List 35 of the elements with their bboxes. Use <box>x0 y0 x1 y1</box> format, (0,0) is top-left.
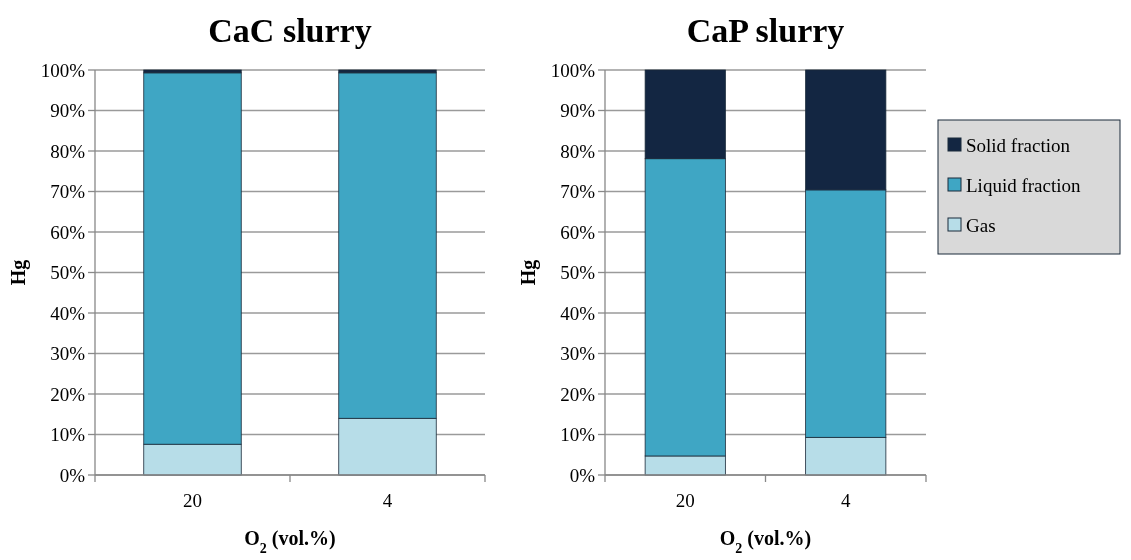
y-tick-label: 20% <box>560 383 596 405</box>
y-tick-label: 60% <box>50 221 86 243</box>
y-tick-label: 30% <box>560 343 596 365</box>
y-tick-label: 90% <box>50 100 86 122</box>
y-tick-label: 100% <box>40 59 86 81</box>
y-tick-label: 60% <box>560 221 596 243</box>
x-axis-title: O$_{2}$ (vol.%) <box>244 527 336 556</box>
x-tick-label: 20 <box>183 490 202 511</box>
legend-label: Liquid fraction <box>966 174 1081 196</box>
y-tick-label: 80% <box>560 140 596 162</box>
y-tick-label: 0% <box>569 464 596 486</box>
y-tick-label: 0% <box>59 464 86 486</box>
y-tick-label: 50% <box>560 262 596 284</box>
y-tick-label: 30% <box>50 343 86 365</box>
y-tick-label: 10% <box>50 424 86 446</box>
y-tick-label: 40% <box>50 302 86 324</box>
y-tick-label: 50% <box>50 262 86 284</box>
y-tick-label: 40% <box>560 302 596 324</box>
y-axis-title: Hg <box>517 259 540 286</box>
y-axis-title: Hg <box>7 259 30 286</box>
chart-title: CaP slurry <box>686 12 845 49</box>
legend-label: Gas <box>966 214 996 236</box>
x-tick-label: 20 <box>675 490 695 511</box>
y-tick-label: 90% <box>560 100 596 122</box>
chart-title: CaC slurry <box>208 12 372 49</box>
x-axis-title: O$_{2}$ (vol.%) <box>719 527 812 556</box>
y-tick-label: 70% <box>50 181 86 203</box>
y-tick-label: 20% <box>50 383 86 405</box>
y-tick-label: 70% <box>560 181 596 203</box>
x-tick-label: 4 <box>382 490 393 511</box>
y-tick-label: 10% <box>560 424 596 446</box>
y-tick-label: 100% <box>550 59 596 81</box>
legend-label: Solid fraction <box>966 134 1071 156</box>
x-tick-label: 4 <box>841 490 851 511</box>
y-tick-label: 80% <box>50 140 86 162</box>
